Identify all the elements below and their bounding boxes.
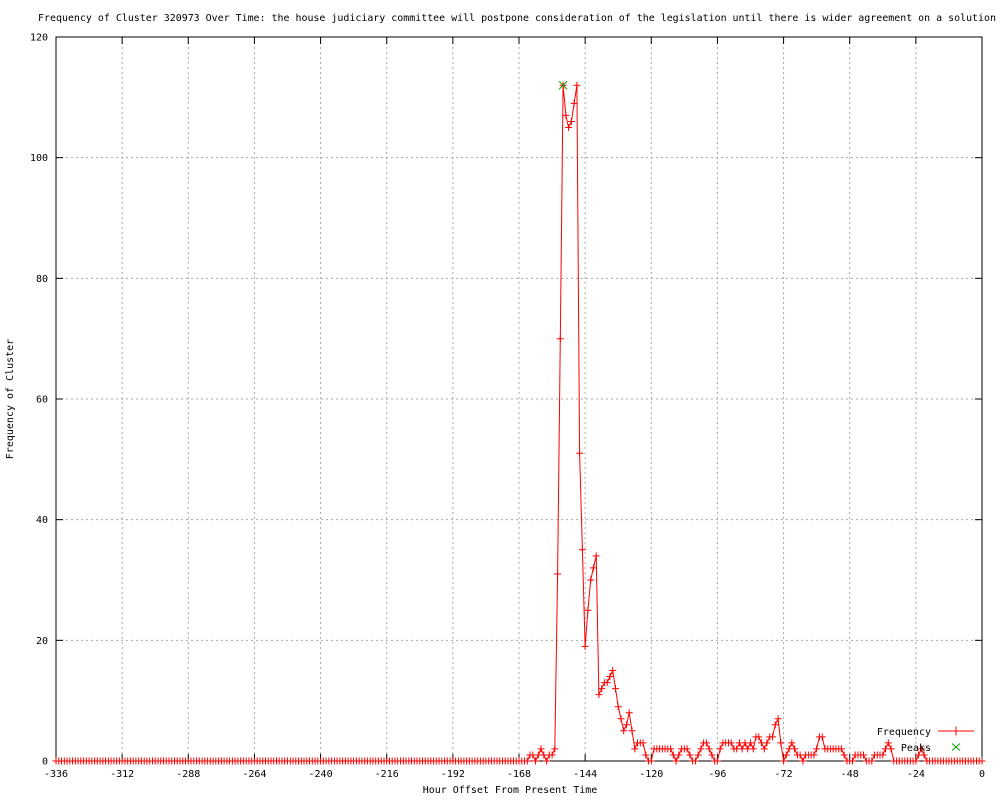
legend-peaks-label: Peaks: [901, 743, 931, 754]
x-tick-label: -24: [907, 769, 925, 780]
grid-lines: [56, 37, 982, 761]
peaks-series: [558, 80, 568, 90]
x-tick-label: -216: [375, 769, 399, 780]
frequency-point-markers: [52, 81, 986, 765]
legend-frequency-label: Frequency: [877, 727, 931, 738]
chart-title: Frequency of Cluster 320973 Over Time: t…: [38, 13, 996, 24]
legend-frequency-plus-icon: [951, 726, 961, 736]
x-tick-label: -336: [44, 769, 68, 780]
x-tick-label: -144: [573, 769, 597, 780]
y-tick-labels: 0 20 40 60 80 100 120: [30, 33, 48, 768]
x-tick-label: 0: [979, 769, 985, 780]
x-tick-labels: -336 -312 -288 -264 -240 -216 -192 -168 -144 -120…: [44, 769, 985, 780]
x-tick-label: -264: [242, 769, 266, 780]
frequency-series: [52, 81, 986, 765]
y-tick-label: 100: [30, 153, 48, 164]
x-tick-label: -192: [441, 769, 465, 780]
x-tick-label: -48: [841, 769, 859, 780]
x-tick-label: -96: [708, 769, 726, 780]
legend-peaks-cross-icon: [951, 743, 961, 751]
x-axis-label: Hour Offset From Present Time: [423, 785, 598, 796]
x-tick-label: -288: [176, 769, 200, 780]
y-tick-label: 60: [36, 395, 48, 406]
y-tick-label: 0: [42, 757, 48, 768]
x-tick-label: -240: [309, 769, 333, 780]
peak-cross-marker: [558, 80, 568, 90]
legend: Frequency Peaks: [877, 726, 974, 754]
y-tick-label: 80: [36, 274, 48, 285]
y-tick-label: 20: [36, 636, 48, 647]
x-tick-label: -168: [507, 769, 531, 780]
y-tick-label: 120: [30, 33, 48, 44]
y-tick-label: 40: [36, 515, 48, 526]
x-tick-label: -120: [639, 769, 663, 780]
y-axis-label: Frequency of Cluster: [5, 339, 16, 459]
x-tick-label: -72: [775, 769, 793, 780]
x-tick-label: -312: [110, 769, 134, 780]
